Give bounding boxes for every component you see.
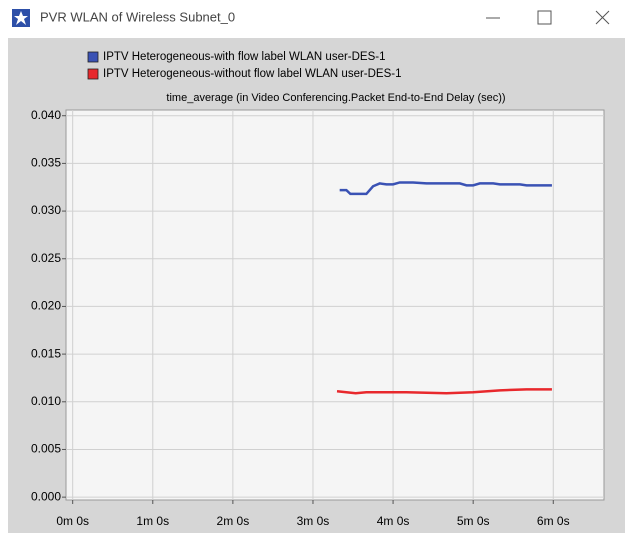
legend-swatch (87, 68, 99, 80)
x-tick-label: 6m 0s (537, 514, 570, 528)
line-series (336, 388, 552, 395)
y-tick-label: 0.000 (31, 489, 61, 503)
title-bar (0, 0, 625, 38)
legend-label: IPTV Heterogeneous-without flow label WL… (103, 68, 402, 80)
legend-swatch (87, 51, 99, 63)
y-tick-label: 0.025 (31, 251, 61, 265)
y-tick-label: 0.010 (31, 394, 61, 408)
app-icon-star (14, 11, 28, 25)
x-tick-label: 2m 0s (217, 514, 250, 528)
y-tick-label: 0.015 (31, 346, 61, 360)
plot-area (65, 109, 605, 501)
y-tick-label: 0.005 (31, 442, 61, 456)
y-tick-label: 0.040 (31, 108, 61, 122)
close-button[interactable] (595, 10, 610, 25)
y-tick-label: 0.030 (31, 203, 61, 217)
legend-label: IPTV Heterogeneous-with flow label WLAN … (103, 51, 386, 63)
maximize-button[interactable] (537, 10, 552, 25)
x-tick-label: 5m 0s (457, 514, 490, 528)
x-tick-label: 3m 0s (297, 514, 330, 528)
window-title: PVR WLAN of Wireless Subnet_0 (40, 9, 235, 24)
x-tick-label: 4m 0s (377, 514, 410, 528)
y-tick-label: 0.020 (31, 299, 61, 313)
y-tick-label: 0.035 (31, 156, 61, 170)
x-tick-label: 0m 0s (56, 514, 89, 528)
line-series (339, 181, 552, 196)
x-tick-label: 1m 0s (136, 514, 169, 528)
chart-title: time_average (in Video Conferencing.Pack… (166, 92, 505, 104)
